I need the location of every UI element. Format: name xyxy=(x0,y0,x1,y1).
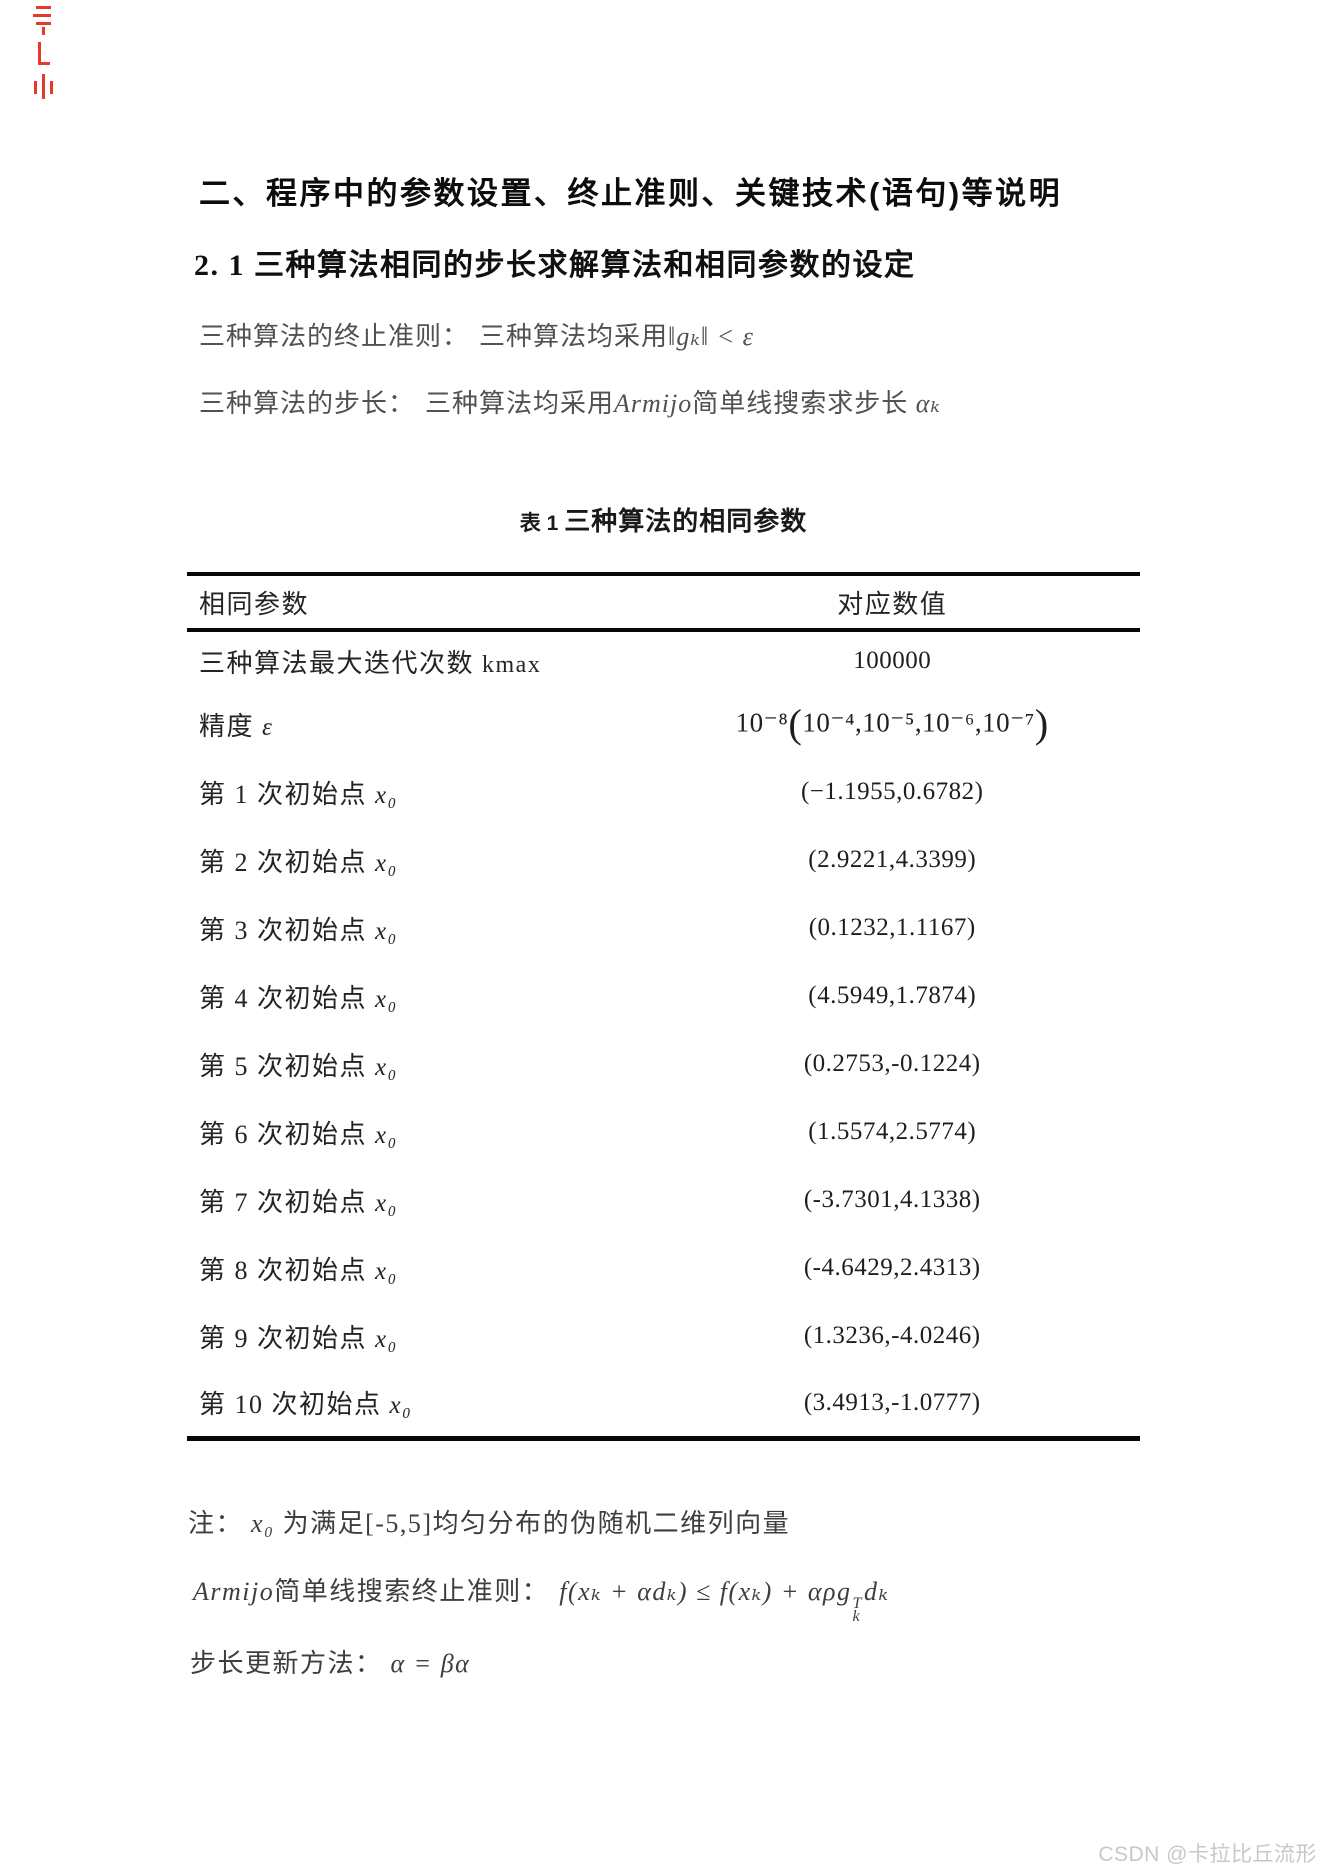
x0-symbol: x₀ xyxy=(375,1121,398,1149)
termination-criterion-paragraph: 三种算法的终止准则： 三种算法均采用‖gₖ‖ < ε xyxy=(199,316,754,353)
note-prefix: 注： xyxy=(188,1509,244,1538)
table-row-initial-point-3: 第 3 次初始点 x₀ (0.1232,1.1167) xyxy=(187,894,1140,962)
table-row-epsilon: 精度 ε 10⁻⁸(10⁻⁴,10⁻⁵,10⁻⁶,10⁻⁷) xyxy=(187,690,1140,758)
open-paren: ( xyxy=(788,700,803,746)
armijo-formula-right: dₖ xyxy=(863,1577,890,1606)
x0-symbol: x₀ xyxy=(375,1257,398,1285)
row-label: 第 2 次初始点 xyxy=(199,847,376,877)
x0-symbol: x₀ xyxy=(375,781,398,809)
row-label: 精度 xyxy=(199,711,263,741)
termination-formula: ‖gₖ‖ < ε xyxy=(668,322,754,351)
row-value: (4.5949,1.7874) xyxy=(808,982,977,1009)
x0-symbol: x₀ xyxy=(375,985,398,1013)
x0-symbol: x₀ xyxy=(375,849,398,877)
row-value: (1.3236,-4.0246) xyxy=(803,1322,981,1349)
termination-text: 三种算法均采用 xyxy=(479,322,669,351)
row-value: (1.5574,2.5774) xyxy=(808,1118,977,1145)
x0-symbol: x₀ xyxy=(375,1325,398,1353)
subsection-heading: 2. 1 三种算法相同的步长求解算法和相同参数的设定 xyxy=(194,249,916,282)
close-paren: ) xyxy=(1034,700,1049,746)
row-value: (-3.7301,4.1338) xyxy=(803,1186,981,1213)
column-header-parameter: 相同参数 xyxy=(199,589,310,619)
table-header-row: 相同参数 对应数值 xyxy=(187,574,1140,630)
table-row-initial-point-8: 第 8 次初始点 x₀ (-4.6429,2.4313) xyxy=(187,1234,1140,1302)
table-row-initial-point-6: 第 6 次初始点 x₀ (1.5574,2.5774) xyxy=(187,1098,1140,1166)
table-row-initial-point-1: 第 1 次初始点 x₀ (−1.1955,0.6782) xyxy=(187,758,1140,826)
table-row-initial-point-4: 第 4 次初始点 x₀ (4.5949,1.7874) xyxy=(187,962,1140,1030)
x0-symbol: x₀ xyxy=(389,1392,413,1420)
row-label: 第 6 次初始点 xyxy=(199,1119,376,1149)
x0-symbol: x₀ xyxy=(375,1053,398,1081)
row-label: 第 5 次初始点 xyxy=(199,1051,376,1081)
row-label: 第 7 次初始点 xyxy=(199,1187,376,1217)
row-value: 100000 xyxy=(853,647,932,674)
note-random-vector: 注： x₀ 为满足[-5,5]均匀分布的伪随机二维列向量 xyxy=(188,1503,790,1540)
note-armijo-criterion: Armijo简单线搜索终止准则： f(xₖ + αdₖ) ≤ f(xₖ) + αρ… xyxy=(193,1571,889,1624)
table-row-initial-point-9: 第 9 次初始点 x₀ (1.3236,-4.0246) xyxy=(187,1302,1140,1370)
x0-symbol: x₀ xyxy=(375,917,398,945)
row-value: (0.2753,-0.1224) xyxy=(803,1050,981,1077)
row-label: 三种算法最大迭代次数 xyxy=(199,648,483,678)
row-value: 10⁻⁸(10⁻⁴,10⁻⁵,10⁻⁶,10⁻⁷) xyxy=(644,690,1140,758)
epsilon-base: 10⁻⁸ xyxy=(735,707,789,738)
termination-label: 三种算法的终止准则： xyxy=(199,322,470,351)
armijo-label: 简单线搜索终止准则： xyxy=(274,1577,550,1606)
step-update-label: 步长更新方法： xyxy=(190,1649,383,1678)
table-row-initial-point-10: 第 10 次初始点 x₀ (3.4913,-1.0777) xyxy=(187,1370,1140,1438)
note-step-update: 步长更新方法： α = βα xyxy=(190,1643,470,1680)
row-label: 第 3 次初始点 xyxy=(199,915,376,945)
table-number: 表 1 xyxy=(519,512,559,535)
epsilon-list: 10⁻⁴,10⁻⁵,10⁻⁶,10⁻⁷ xyxy=(802,707,1035,738)
csdn-watermark: CSDN @卡拉比丘流形 xyxy=(1098,1843,1317,1866)
alpha-k-symbol: αₖ xyxy=(915,389,941,418)
row-value: (-4.6429,2.4313) xyxy=(803,1254,981,1281)
armijo-word: Armijo xyxy=(193,1577,275,1606)
section-heading: 二、程序中的参数设置、终止准则、关键技术(语句)等说明 xyxy=(199,176,1063,211)
armijo-formula-left: f(xₖ + αdₖ) ≤ f(xₖ) + αρg xyxy=(559,1577,852,1606)
note-text: 为满足[-5,5]均匀分布的伪随机二维列向量 xyxy=(274,1509,791,1538)
x0-symbol: x₀ xyxy=(251,1509,275,1538)
steplength-label: 三种算法的步长： xyxy=(199,389,416,418)
x0-symbol: x₀ xyxy=(375,1189,398,1217)
table-row-initial-point-2: 第 2 次初始点 x₀ (2.9221,4.3399) xyxy=(187,826,1140,894)
step-update-formula: α = βα xyxy=(390,1649,471,1678)
row-value: (3.4913,-1.0777) xyxy=(803,1388,981,1416)
row-label: 第 8 次初始点 xyxy=(199,1255,376,1285)
steplength-text: 三种算法均采用 xyxy=(425,389,615,418)
armijo-word: Armijo xyxy=(614,389,693,418)
epsilon-symbol: ε xyxy=(262,713,274,741)
table-row-initial-point-5: 第 5 次初始点 x₀ (0.2753,-0.1224) xyxy=(187,1030,1140,1098)
red-margin-marks xyxy=(33,4,55,108)
column-header-value: 对应数值 xyxy=(837,589,948,619)
row-label: 第 1 次初始点 xyxy=(199,779,376,809)
table-title: 三种算法的相同参数 xyxy=(564,507,808,536)
row-value: (2.9221,4.3399) xyxy=(808,846,977,873)
steplength-text2: 简单线搜索求步长 xyxy=(692,389,916,418)
subscript-k: k xyxy=(852,1607,862,1625)
superscript-T: T xyxy=(852,1595,863,1613)
table-caption: 表 1 三种算法的相同参数 xyxy=(187,501,1140,538)
kmax-symbol: kmax xyxy=(482,651,542,678)
table-row-initial-point-7: 第 7 次初始点 x₀ (-3.7301,4.1338) xyxy=(187,1166,1140,1234)
row-label: 第 10 次初始点 xyxy=(199,1390,390,1420)
steplength-paragraph: 三种算法的步长： 三种算法均采用Armijo简单线搜索求步长 αₖ xyxy=(199,383,941,420)
row-label: 第 4 次初始点 xyxy=(199,983,376,1013)
row-value: (0.1232,1.1167) xyxy=(808,914,976,941)
table-row-kmax: 三种算法最大迭代次数 kmax 100000 xyxy=(187,630,1140,690)
row-value: (−1.1955,0.6782) xyxy=(800,778,984,805)
row-label: 第 9 次初始点 xyxy=(199,1323,376,1353)
parameters-table: 相同参数 对应数值 三种算法最大迭代次数 kmax 100000 精度 ε 10… xyxy=(187,572,1140,1441)
